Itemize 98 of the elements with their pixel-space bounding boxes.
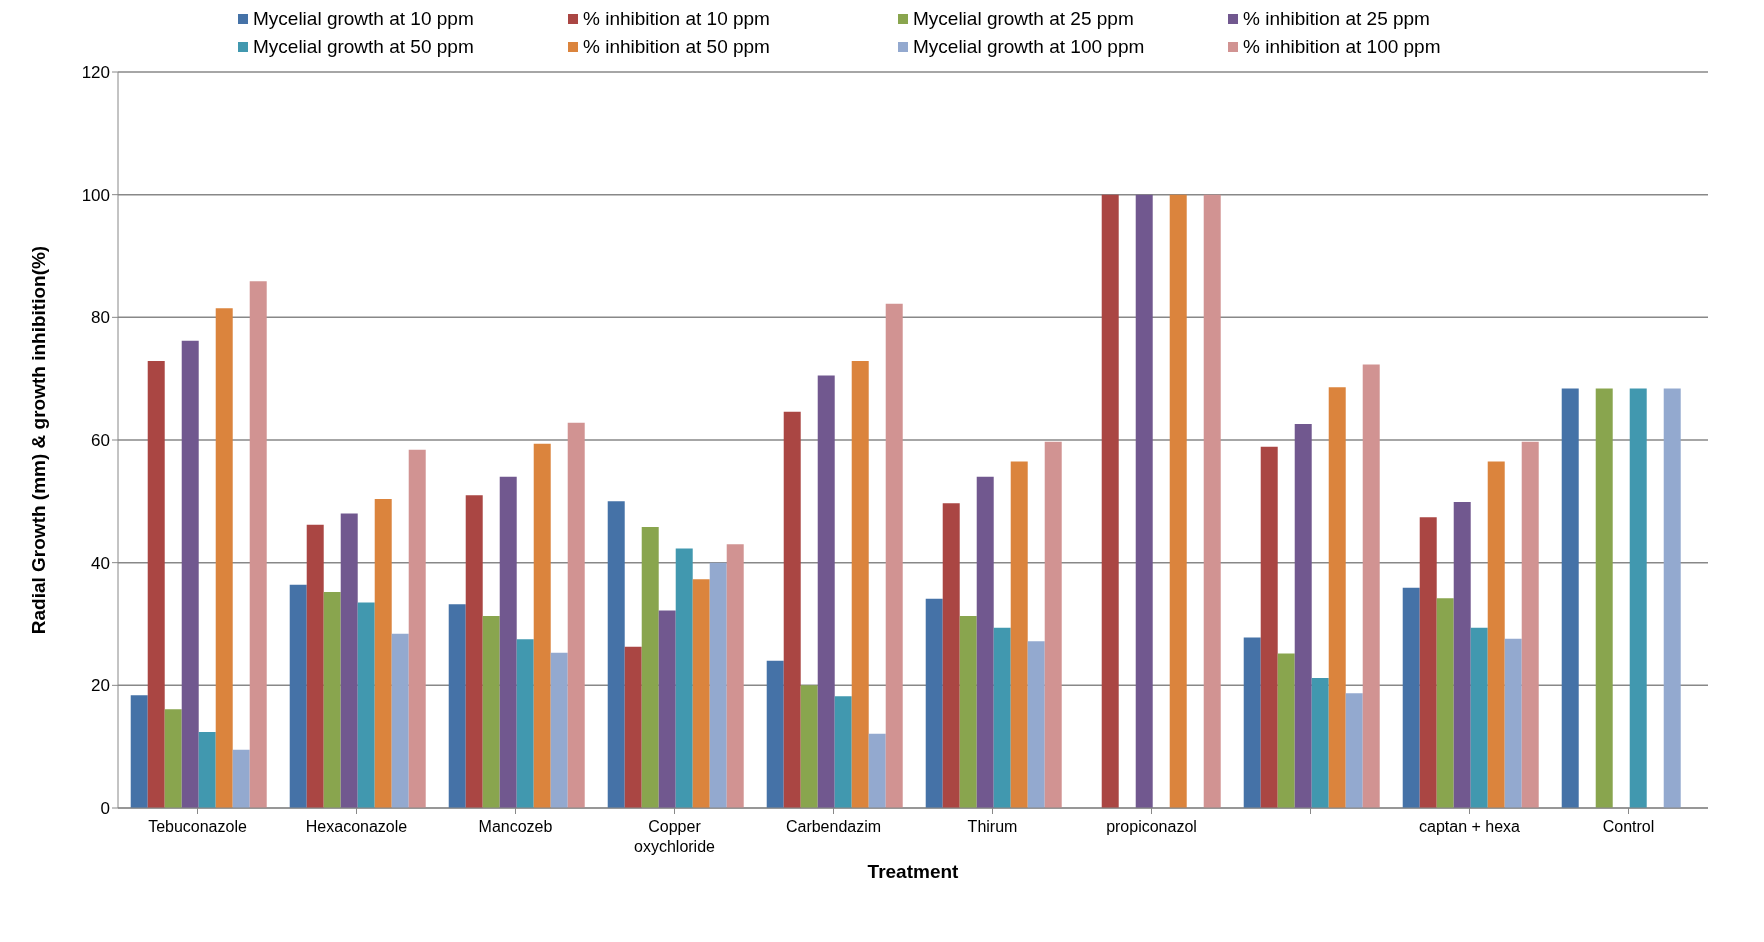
y-tick-label: 120 [81,63,110,83]
bar [1453,501,1471,808]
bar [408,449,426,808]
legend-label: Mycelial growth at 10 ppm [253,8,474,30]
bar [959,616,977,808]
bar [1561,388,1579,808]
y-tick-label: 80 [91,308,110,328]
legend-label: % inhibition at 100 ppm [1243,36,1441,58]
x-tick-label: Thirum [967,818,1018,835]
bar [692,579,710,808]
x-tick-label: Control [1602,818,1655,835]
x-axis-title: Treatment [867,861,960,882]
bar [232,749,250,808]
bar [925,598,943,808]
bar [709,562,727,808]
bar [1595,388,1613,808]
bar [448,604,466,808]
x-tick-label: Mancozeb [478,818,553,835]
bar [1328,387,1346,808]
x-tick-label: Tebuconazole [148,818,247,835]
y-tick-label: 0 [100,799,110,819]
bar [1294,424,1312,808]
bar [1260,446,1278,808]
bar [1044,441,1062,808]
bar [567,422,585,808]
bar [1504,638,1522,808]
bar [868,733,886,808]
bar [1419,517,1437,808]
bar [533,443,551,808]
y-tick-label: 40 [91,553,110,573]
bar [1027,641,1045,808]
bar [249,281,267,808]
bar [1521,441,1539,808]
bar [675,548,693,808]
bar [465,495,483,808]
bar [766,660,784,808]
bar [289,584,307,808]
bar [624,646,642,808]
bar [800,685,818,808]
bar [1169,194,1187,808]
legend-label: Mycelial growth at 50 ppm [253,36,474,58]
bar [1402,587,1420,808]
x-tick-label: Carbendazim [785,818,882,835]
bar [340,513,358,808]
legend-label: % inhibition at 25 ppm [1243,8,1430,30]
y-tick-label: 20 [91,676,110,696]
bar [181,340,199,808]
bar [1436,598,1454,808]
bar [147,360,165,808]
bar [306,524,324,808]
y-tick-label: 60 [91,431,110,451]
bar [834,696,852,808]
y-tick-label: 100 [81,185,110,205]
x-tick-label: Hexaconazole [305,818,408,835]
x-tick-label: propiconazol [1106,818,1197,835]
legend-label: Mycelial growth at 100 ppm [913,36,1145,58]
y-axis-title: Radial Growth (mm) & growth inhibition(%) [27,245,49,635]
bar [130,695,148,808]
bar [374,498,392,808]
bar [1203,194,1221,808]
bar [1487,461,1505,808]
bar [976,476,994,808]
x-tick-label: captan + hexa [1419,818,1521,835]
bar [482,616,500,808]
bar [357,602,375,808]
bar [1362,364,1380,808]
bar [1345,693,1363,808]
bar [783,411,801,808]
bar [391,633,409,808]
bar [607,501,625,808]
bar [164,709,182,808]
bar [215,308,233,808]
bar [1135,194,1153,808]
bar [885,303,903,808]
bar [1663,388,1681,808]
bar [1101,194,1119,808]
bar [1277,653,1295,808]
bar [641,527,659,808]
x-tick-label: Copper oxychloride [634,818,716,855]
bar [817,375,835,808]
bar [550,652,568,808]
bar [851,360,869,808]
bar [726,544,744,808]
bar [1010,461,1028,808]
bar [658,610,676,808]
bar [198,731,216,808]
legend-label: % inhibition at 50 ppm [583,36,770,58]
bar [499,476,517,808]
bar [993,627,1011,808]
bar [516,639,534,808]
bar [323,592,341,808]
bar [1311,677,1329,808]
bar [1629,388,1647,808]
legend-label: Mycelial growth at 25 ppm [913,8,1134,30]
legend-label: % inhibition at 10 ppm [583,8,770,30]
bar [1470,627,1488,808]
bar [942,503,960,808]
bar [1243,637,1261,808]
